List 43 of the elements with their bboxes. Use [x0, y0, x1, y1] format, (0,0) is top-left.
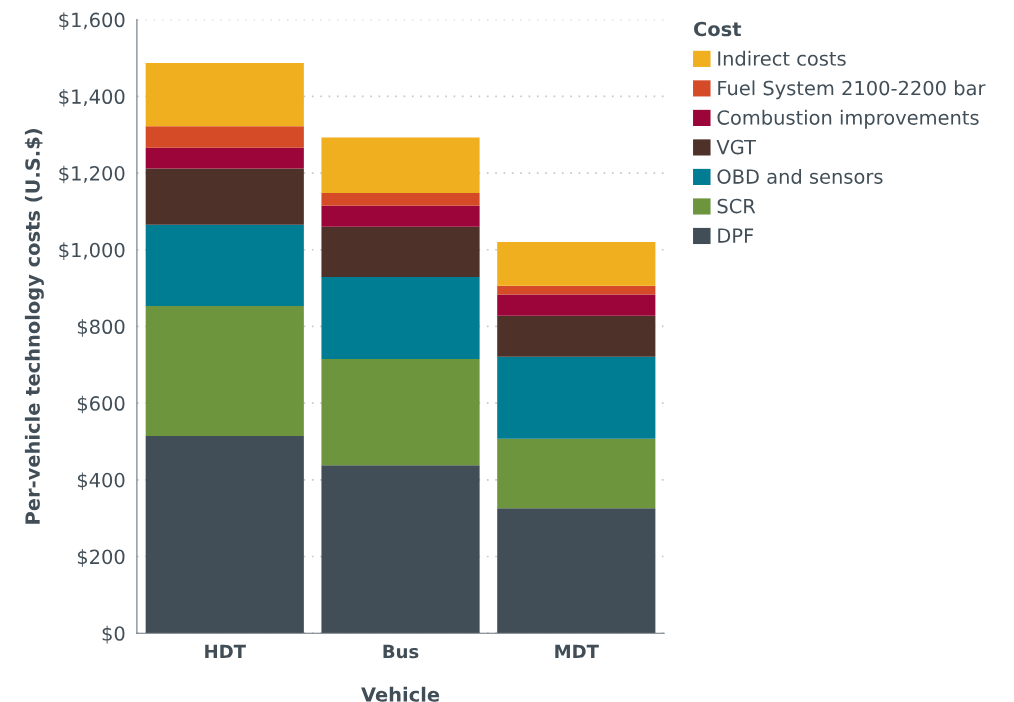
bar — [321, 137, 480, 193]
bar — [497, 285, 656, 295]
legend-label: Combustion improvements — [717, 109, 979, 129]
y-tick-label: $0 — [102, 625, 125, 644]
legend-label: SCR — [717, 198, 756, 214]
bar — [321, 276, 480, 360]
y-axis-title: Per-vehicle technology costs (U.S.$) — [24, 129, 44, 524]
bar — [321, 205, 480, 227]
bar — [145, 436, 304, 634]
x-tick-label: HDT — [205, 644, 246, 659]
bar — [145, 147, 304, 169]
legend-label: VGT — [716, 139, 756, 155]
bar — [497, 315, 656, 357]
legend-label: DPF — [718, 228, 754, 243]
x-axis-title: Vehicle — [361, 686, 440, 702]
y-tick-label: $1,000 — [59, 242, 125, 260]
y-tick-label: $1,200 — [59, 165, 125, 184]
bar — [145, 168, 304, 225]
y-tick-label: $200 — [77, 549, 125, 567]
bar — [321, 192, 480, 206]
bar — [497, 294, 656, 316]
bar — [321, 465, 480, 634]
bar — [145, 224, 304, 307]
y-tick-label: $800 — [77, 319, 125, 337]
legend-label: Fuel System 2100-2200 bar — [718, 80, 986, 100]
bar — [497, 242, 656, 286]
bar — [497, 438, 656, 509]
x-tick-label: MDT — [555, 644, 599, 659]
bar — [321, 226, 480, 277]
y-tick-label: $1,600 — [59, 12, 125, 30]
y-tick-label: $400 — [77, 472, 125, 491]
bar — [497, 356, 656, 439]
bar — [321, 359, 480, 466]
legend-label: OBD and sensors — [717, 168, 883, 184]
legend-label: Indirect costs — [718, 50, 846, 66]
y-tick-label: $1,400 — [59, 88, 125, 107]
bar — [145, 62, 304, 127]
bar — [497, 508, 656, 634]
bar — [145, 306, 304, 437]
x-tick-label: Bus — [383, 644, 419, 659]
y-tick-label: $600 — [77, 395, 125, 414]
bar — [145, 126, 304, 148]
legend-title: Cost — [694, 21, 742, 37]
